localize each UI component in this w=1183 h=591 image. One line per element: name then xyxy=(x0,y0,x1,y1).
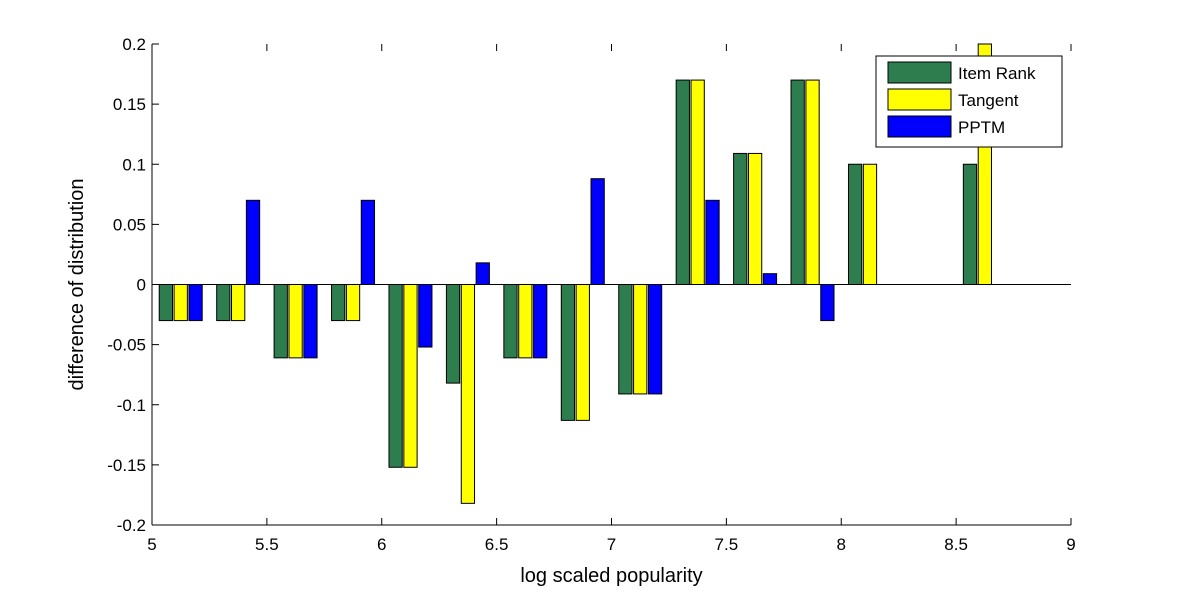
bar-item-rank-1 xyxy=(216,284,231,322)
bar-tangent-0 xyxy=(173,284,188,322)
y-tick-label: -0.1 xyxy=(117,396,146,415)
x-tick-label: 6.5 xyxy=(485,535,509,554)
bar-item-rank-12 xyxy=(847,163,863,285)
legend-label-tangent: Tangent xyxy=(958,91,1019,110)
bar-tangent-4 xyxy=(403,284,418,468)
bar-pptm-10 xyxy=(762,273,778,285)
bar-tangent-10 xyxy=(747,152,763,285)
axes: 5 5.5 6 6.5 7 7.5 8 8.5 9 -0.2 -0.15 -0.1 -0.05 0 0.05… xyxy=(107,35,1075,554)
bar-item-rank-2 xyxy=(273,284,288,359)
bar-tangent-1 xyxy=(231,284,246,322)
bar-item-rank-3 xyxy=(331,284,346,322)
bar-item-rank-9 xyxy=(675,79,690,285)
bar-item-rank-5 xyxy=(445,284,461,384)
x-tick-label: 5 xyxy=(147,535,156,554)
x-axis-label: log scaled popularity xyxy=(520,565,702,587)
x-tick-label: 7 xyxy=(607,535,616,554)
bar-tangent-3 xyxy=(345,284,361,322)
bar-pptm-6 xyxy=(533,284,548,359)
x-tick-label: 7.5 xyxy=(715,535,739,554)
bar-tangent-5 xyxy=(460,284,476,504)
bar-item-rank-8 xyxy=(618,284,633,395)
y-tick-label: -0.05 xyxy=(107,336,146,355)
legend-swatch-pptm xyxy=(887,115,952,138)
bar-item-rank-10 xyxy=(733,152,748,285)
x-tick-label: 8 xyxy=(837,535,846,554)
legend-swatch-tangent xyxy=(887,88,952,111)
bar-item-rank-11 xyxy=(790,79,805,285)
bar-pptm-0 xyxy=(188,284,203,322)
bar-item-rank-0 xyxy=(158,284,173,322)
bar-item-rank-6 xyxy=(503,284,518,359)
bar-pptm-1 xyxy=(245,199,261,286)
x-tick-label: 5.5 xyxy=(255,535,279,554)
legend: Item Rank Tangent PPTM xyxy=(875,55,1063,148)
y-tick-label: 0.05 xyxy=(113,215,146,234)
y-tick-label: 0.15 xyxy=(113,95,146,114)
bar-tangent-7 xyxy=(575,284,590,421)
x-tick-label: 6 xyxy=(377,535,386,554)
y-tick-label: 0 xyxy=(137,276,146,295)
y-tick-label: 0.2 xyxy=(122,35,146,54)
bar-tangent-12 xyxy=(862,163,878,285)
bar-pptm-11 xyxy=(820,284,835,322)
y-tick-label: -0.2 xyxy=(117,516,146,535)
bar-tangent-11 xyxy=(805,79,820,285)
legend-label-item-rank: Item Rank xyxy=(958,64,1036,83)
bar-pptm-9 xyxy=(705,199,720,286)
bar-item-rank-4 xyxy=(388,284,403,468)
y-tick-label: 0.1 xyxy=(122,155,146,174)
y-tick-label: -0.15 xyxy=(107,456,146,475)
bar-pptm-8 xyxy=(647,284,663,395)
bar-tangent-8 xyxy=(633,284,648,395)
bar-item-rank-7 xyxy=(560,284,576,421)
bars-group xyxy=(158,43,992,504)
legend-label-pptm: PPTM xyxy=(958,118,1005,137)
bar-tangent-6 xyxy=(518,284,533,359)
bar-tangent-2 xyxy=(288,284,303,359)
bar-pptm-2 xyxy=(303,284,318,359)
bar-pptm-3 xyxy=(360,199,376,286)
bar-pptm-5 xyxy=(475,262,490,285)
bar-tangent-9 xyxy=(690,79,705,285)
bar-pptm-7 xyxy=(590,178,605,285)
bar-pptm-4 xyxy=(418,284,433,348)
bar-item-rank-14 xyxy=(962,163,978,285)
x-tick-label: 9 xyxy=(1066,535,1075,554)
y-axis-label: difference of distribution xyxy=(66,179,88,391)
legend-swatch-item-rank xyxy=(887,61,952,84)
x-tick-label: 8.5 xyxy=(944,535,968,554)
